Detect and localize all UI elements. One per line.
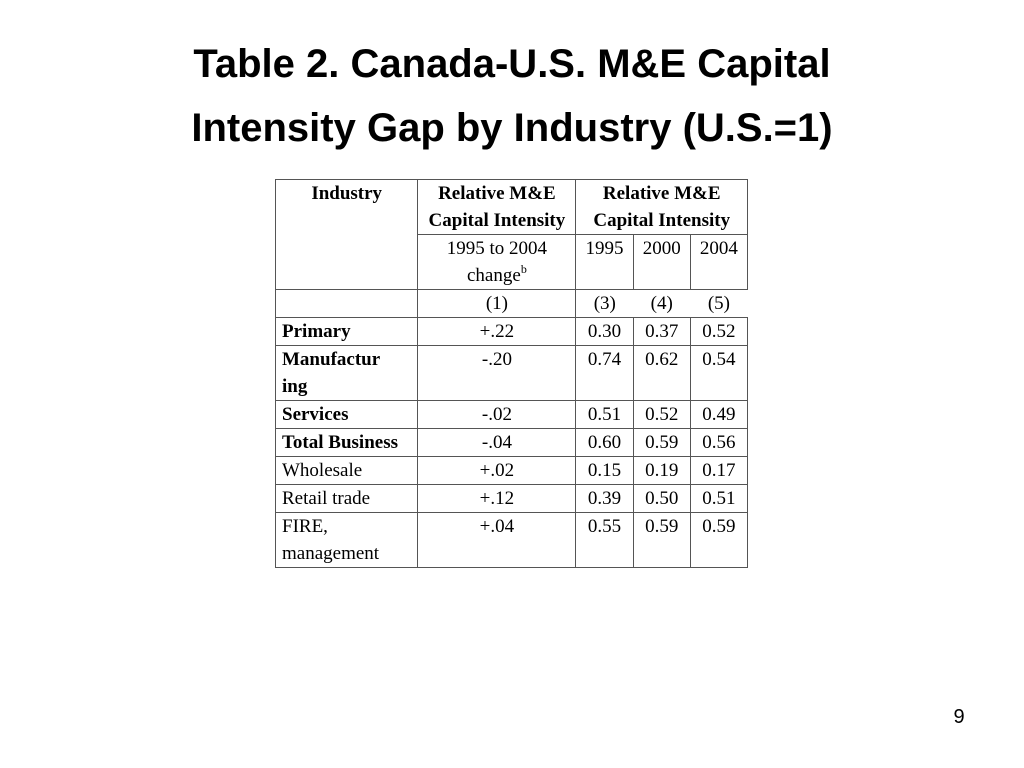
row-industry-name: Primary — [274, 317, 419, 346]
header-row-groups: Industry Relative M&E Capital Intensity … — [274, 179, 748, 290]
table-row: Retail trade +.12 0.39 0.50 0.51 — [274, 484, 749, 513]
row-industry-name: Retail trade — [274, 484, 419, 513]
header-year-1995: 1995 — [575, 234, 634, 290]
page-number: 9 — [953, 706, 965, 728]
row-value-2004: 0.59 — [689, 512, 749, 568]
header-group-relative-intensity-years: Relative M&E Capital Intensity — [575, 179, 748, 235]
header-change: 1995 to 2004 changeb — [417, 234, 577, 290]
table-row: Services -.02 0.51 0.52 0.49 — [274, 400, 749, 429]
row-change-value: -.04 — [417, 428, 577, 457]
row-value-1995: 0.51 — [575, 400, 634, 429]
header-change-footnote: b — [520, 262, 527, 276]
slide-title: Table 2. Canada-U.S. M&E Capital Intensi… — [0, 32, 1024, 160]
row-industry-name: Total Business — [274, 428, 419, 457]
row-value-2000: 0.59 — [632, 428, 691, 457]
header-number-3: (3) — [575, 289, 634, 318]
row-industry-name: Wholesale — [274, 456, 419, 485]
row-value-1995: 0.15 — [575, 456, 634, 485]
header-number-empty — [274, 289, 419, 318]
row-value-1995: 0.39 — [575, 484, 634, 513]
row-value-1995: 0.60 — [575, 428, 634, 457]
row-industry-name: FIRE, management — [274, 512, 419, 568]
table-row: Total Business -.04 0.60 0.59 0.56 — [274, 428, 749, 457]
slide-title-line-2: Intensity Gap by Industry (U.S.=1) — [191, 106, 833, 150]
row-value-2004: 0.54 — [689, 345, 749, 401]
header-number-1: (1) — [417, 289, 577, 318]
row-value-2000: 0.59 — [632, 512, 691, 568]
row-value-2004: 0.51 — [689, 484, 749, 513]
row-change-value: +.12 — [417, 484, 577, 513]
header-industry: Industry — [274, 179, 419, 290]
row-value-2004: 0.52 — [689, 317, 749, 346]
header-row-column-numbers: (1) (3) (4) (5) — [274, 289, 748, 318]
header-year-2004: 2004 — [689, 234, 749, 290]
row-change-value: -.02 — [417, 400, 577, 429]
row-value-1995: 0.55 — [575, 512, 634, 568]
row-value-2004: 0.49 — [689, 400, 749, 429]
table-row: FIRE, management +.04 0.55 0.59 0.59 — [274, 512, 749, 568]
row-value-2000: 0.37 — [632, 317, 691, 346]
row-value-2004: 0.56 — [689, 428, 749, 457]
slide-title-line-1: Table 2. Canada-U.S. M&E Capital — [193, 42, 831, 86]
header-number-4: (4) — [633, 289, 691, 318]
row-change-value: +.04 — [417, 512, 577, 568]
header-row-subheaders: 1995 to 2004 changeb 1995 2000 2004 — [276, 234, 749, 290]
header-year-2000: 2000 — [632, 234, 691, 290]
row-industry-name: Manufactur ing — [274, 345, 419, 401]
row-value-2000: 0.62 — [632, 345, 691, 401]
row-value-1995: 0.30 — [575, 317, 634, 346]
row-change-value: -.20 — [417, 345, 577, 401]
header-number-5: (5) — [690, 289, 748, 318]
row-change-value: +.02 — [417, 456, 577, 485]
header-group-relative-intensity-change: Relative M&E Capital Intensity — [417, 179, 577, 235]
row-value-1995: 0.74 — [575, 345, 634, 401]
capital-intensity-table: Industry Relative M&E Capital Intensity … — [274, 179, 749, 568]
table-row: Primary +.22 0.30 0.37 0.52 — [274, 317, 749, 346]
table-row: Wholesale +.02 0.15 0.19 0.17 — [274, 456, 749, 485]
table-row: Manufactur ing -.20 0.74 0.62 0.54 — [274, 345, 749, 401]
row-value-2000: 0.19 — [632, 456, 691, 485]
header-change-label: 1995 to 2004 change — [446, 238, 548, 286]
row-industry-name: Services — [274, 400, 419, 429]
row-value-2004: 0.17 — [689, 456, 749, 485]
row-value-2000: 0.50 — [632, 484, 691, 513]
row-value-2000: 0.52 — [632, 400, 691, 429]
row-change-value: +.22 — [417, 317, 577, 346]
